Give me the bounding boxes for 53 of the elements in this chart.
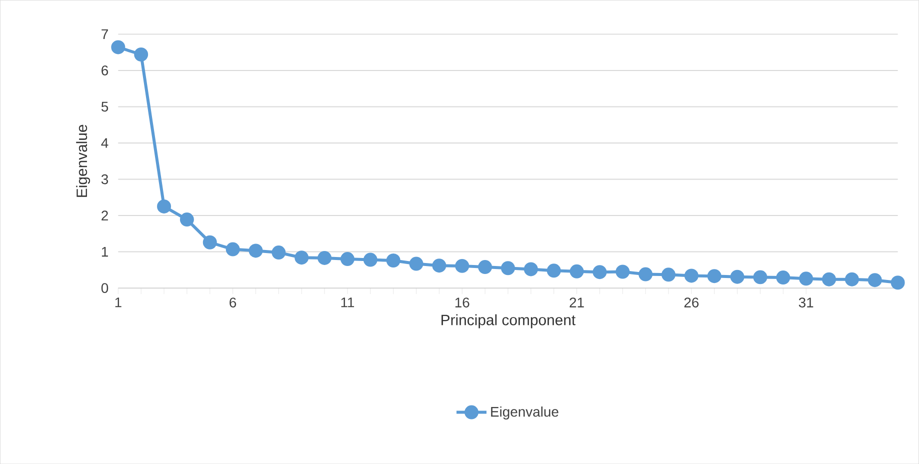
point xyxy=(386,253,400,268)
y-tick-label: 6 xyxy=(102,65,108,76)
point xyxy=(753,270,768,284)
point xyxy=(363,252,378,267)
x-tick-label: 16 xyxy=(455,297,470,308)
y-tick-label: 0 xyxy=(101,283,108,293)
point xyxy=(500,261,515,276)
point xyxy=(799,272,814,286)
point xyxy=(546,264,561,278)
point xyxy=(294,250,309,265)
point xyxy=(890,276,905,290)
point xyxy=(478,260,492,274)
point xyxy=(432,258,446,272)
legend-label: Eigenvalue xyxy=(491,406,558,420)
x-tick-label: 31 xyxy=(798,297,814,308)
point xyxy=(662,268,676,282)
x-tick-label: 1 xyxy=(115,297,122,308)
y-tick-label: 3 xyxy=(101,174,108,184)
point xyxy=(202,235,217,250)
y-tick-label: 4 xyxy=(101,138,108,148)
y-tick-label: 1 xyxy=(102,246,108,256)
point xyxy=(318,250,332,265)
point xyxy=(524,262,538,276)
x-tick-label: 26 xyxy=(684,297,699,308)
point xyxy=(707,269,722,283)
point xyxy=(730,270,744,284)
point xyxy=(455,258,470,273)
point xyxy=(638,267,653,282)
point xyxy=(822,272,836,286)
y-tick-label: 7 xyxy=(102,29,108,39)
point xyxy=(111,40,126,54)
point xyxy=(180,212,194,226)
point xyxy=(157,199,172,214)
point xyxy=(248,244,263,258)
point xyxy=(592,265,607,280)
y-axis-title: Eigenvalue xyxy=(76,124,90,197)
x-axis-title: Principal component xyxy=(442,314,576,328)
x-tick-label: 21 xyxy=(570,297,584,308)
point xyxy=(844,272,859,286)
x-tick-label: 6 xyxy=(230,297,236,308)
point xyxy=(409,256,424,271)
point xyxy=(226,242,240,256)
y-tick-label: 5 xyxy=(101,102,108,112)
point xyxy=(684,268,698,283)
point xyxy=(340,252,354,266)
y-tick-label: 2 xyxy=(102,210,108,220)
point xyxy=(272,245,286,260)
point xyxy=(616,264,630,279)
point xyxy=(776,270,790,284)
x-tick-label: 11 xyxy=(341,297,354,308)
point xyxy=(134,47,148,62)
point xyxy=(570,264,584,278)
point xyxy=(868,273,882,287)
